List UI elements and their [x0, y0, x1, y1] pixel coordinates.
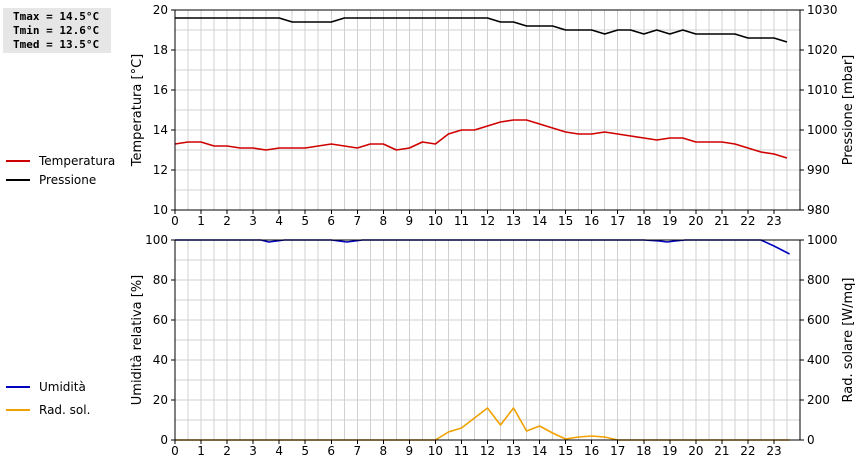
x-tick-label: 0 — [171, 214, 179, 228]
stats-box: Tmax = 14.5°C Tmin = 12.6°C Tmed = 13.5°… — [3, 8, 111, 53]
x-tick-label: 19 — [662, 444, 677, 458]
y-tick-label: 10 — [153, 203, 168, 217]
y2-tick-label: 990 — [807, 163, 830, 177]
y2-axis-title: Pressione [mbar] — [841, 55, 856, 166]
x-tick-label: 15 — [558, 214, 573, 228]
x-tick-label: 9 — [406, 214, 414, 228]
x-tick-label: 15 — [558, 444, 573, 458]
series-line-pressione — [175, 17, 788, 43]
x-tick-label: 12 — [480, 444, 495, 458]
x-tick-label: 10 — [428, 214, 443, 228]
legend-label-rad-sol: Rad. sol. — [39, 403, 90, 417]
legend-label-temperatura: Temperatura — [38, 154, 115, 168]
series-line-rad-sol — [175, 407, 790, 441]
legend-label-umidita: Umidità — [39, 380, 86, 394]
y-tick-label: 100 — [145, 233, 168, 247]
x-tick-label: 4 — [275, 214, 283, 228]
y-tick-label: 20 — [153, 393, 168, 407]
y-tick-label: 0 — [160, 433, 168, 447]
x-tick-label: 12 — [480, 214, 495, 228]
x-tick-label: 18 — [636, 444, 651, 458]
x-tick-label: 19 — [662, 214, 677, 228]
x-tick-label: 6 — [327, 444, 335, 458]
x-tick-label: 22 — [740, 214, 755, 228]
series-line-temperatura — [174, 119, 788, 159]
x-tick-label: 13 — [506, 444, 521, 458]
y-tick-label: 20 — [153, 3, 168, 17]
x-tick-label: 17 — [610, 214, 625, 228]
y-axis-title: Umidità relativa [%] — [130, 275, 145, 405]
x-tick-label: 10 — [428, 444, 443, 458]
x-tick-label: 5 — [301, 214, 309, 228]
y2-tick-label: 400 — [807, 353, 830, 367]
x-tick-label: 20 — [688, 214, 703, 228]
x-tick-label: 9 — [406, 444, 414, 458]
x-tick-label: 14 — [532, 444, 547, 458]
x-tick-label: 16 — [584, 444, 599, 458]
y2-tick-label: 200 — [807, 393, 830, 407]
y-tick-label: 80 — [153, 273, 168, 287]
x-tick-label: 11 — [454, 444, 469, 458]
y2-tick-label: 1010 — [807, 83, 838, 97]
x-tick-label: 22 — [740, 444, 755, 458]
tmed-text: Tmed = 13.5°C — [13, 38, 100, 51]
x-tick-label: 18 — [636, 214, 651, 228]
x-tick-label: 2 — [223, 214, 231, 228]
x-tick-label: 17 — [610, 444, 625, 458]
y2-tick-label: 1030 — [807, 3, 838, 17]
y-tick-label: 40 — [153, 353, 168, 367]
y2-tick-label: 0 — [807, 433, 815, 447]
y2-tick-label: 600 — [807, 313, 830, 327]
tmax-text: Tmax = 14.5°C — [13, 10, 100, 23]
y-tick-label: 16 — [153, 83, 168, 97]
tmin-text: Tmin = 12.6°C — [13, 24, 100, 37]
y2-tick-label: 800 — [807, 273, 830, 287]
x-tick-label: 5 — [301, 444, 309, 458]
x-tick-label: 23 — [766, 444, 781, 458]
y-tick-label: 60 — [153, 313, 168, 327]
series-line-umidita — [175, 239, 790, 255]
x-tick-label: 13 — [506, 214, 521, 228]
x-tick-label: 1 — [197, 444, 205, 458]
y2-tick-label: 980 — [807, 203, 830, 217]
x-tick-label: 6 — [327, 214, 335, 228]
x-tick-label: 21 — [714, 214, 729, 228]
x-tick-label: 20 — [688, 444, 703, 458]
x-tick-label: 23 — [766, 214, 781, 228]
y2-tick-label: 1000 — [807, 233, 838, 247]
x-tick-label: 3 — [249, 444, 257, 458]
x-tick-label: 4 — [275, 444, 283, 458]
legend-label-pressione: Pressione — [39, 173, 96, 187]
y-tick-label: 14 — [153, 123, 168, 137]
x-tick-label: 7 — [353, 214, 361, 228]
x-tick-label: 2 — [223, 444, 231, 458]
y2-axis-title: Rad. solare [W/mq] — [841, 277, 856, 402]
x-tick-label: 8 — [380, 214, 388, 228]
y2-tick-label: 1020 — [807, 43, 838, 57]
x-tick-label: 21 — [714, 444, 729, 458]
x-tick-label: 1 — [197, 214, 205, 228]
x-tick-label: 7 — [353, 444, 361, 458]
grid — [174, 9, 801, 211]
x-tick-label: 8 — [380, 444, 388, 458]
y-tick-label: 12 — [153, 163, 168, 177]
y-tick-label: 18 — [153, 43, 168, 57]
x-tick-label: 14 — [532, 214, 547, 228]
y-axis-title: Temperatura [°C] — [130, 54, 145, 167]
grid — [174, 239, 801, 441]
y2-tick-label: 1000 — [807, 123, 838, 137]
x-tick-label: 3 — [249, 214, 257, 228]
x-tick-label: 0 — [171, 444, 179, 458]
x-tick-label: 11 — [454, 214, 469, 228]
x-tick-label: 16 — [584, 214, 599, 228]
